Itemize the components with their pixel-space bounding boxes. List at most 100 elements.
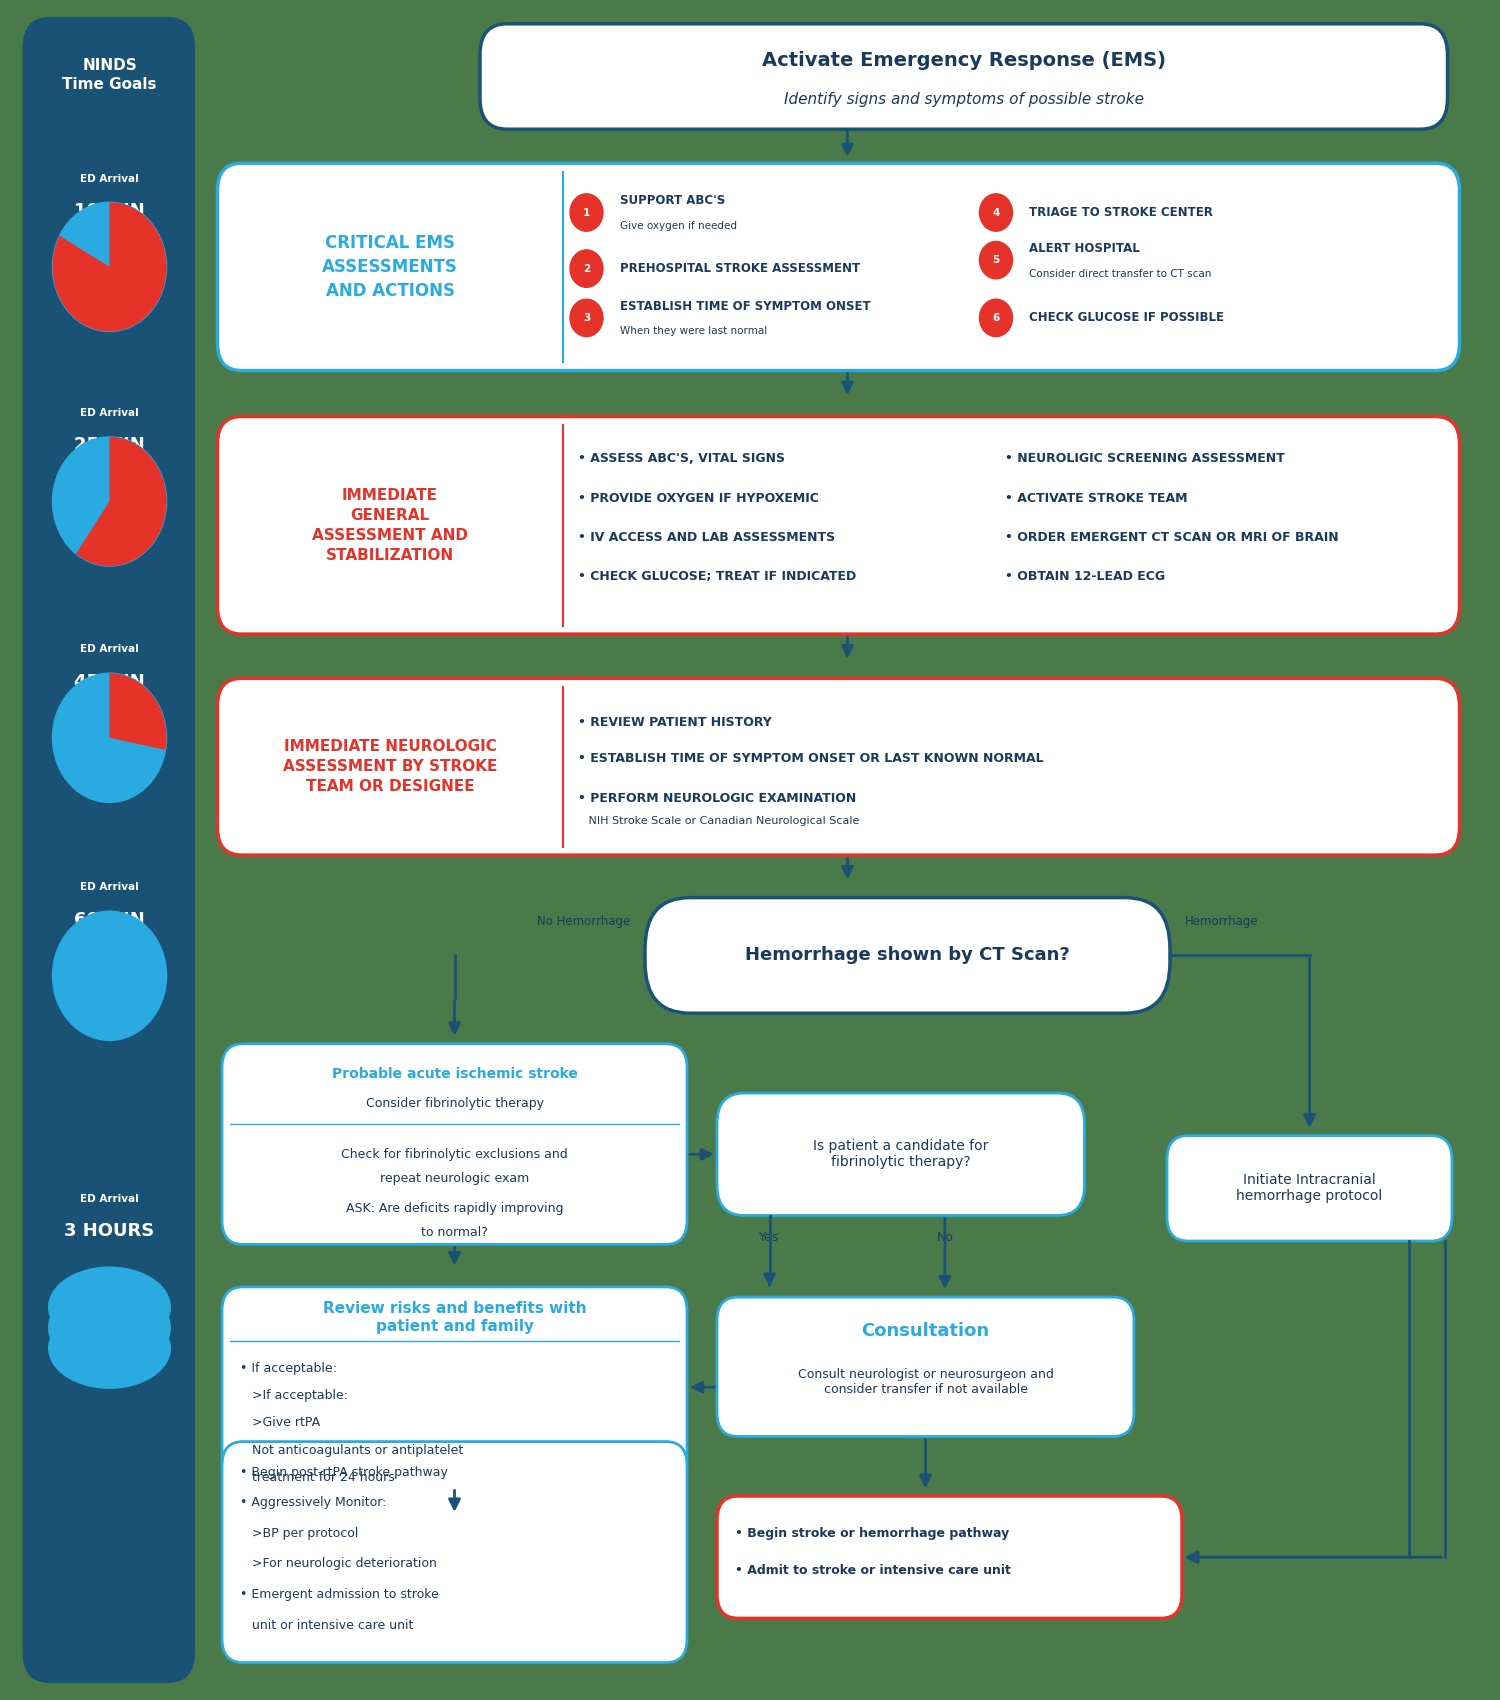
- Text: PREHOSPITAL STROKE ASSESSMENT: PREHOSPITAL STROKE ASSESSMENT: [620, 262, 860, 275]
- Text: Hemorrhage: Hemorrhage: [1185, 915, 1258, 928]
- Wedge shape: [53, 202, 166, 332]
- Text: • ORDER EMERGENT CT SCAN OR MRI OF BRAIN: • ORDER EMERGENT CT SCAN OR MRI OF BRAIN: [1005, 530, 1338, 544]
- Text: • NEUROLIGIC SCREENING ASSESSMENT: • NEUROLIGIC SCREENING ASSESSMENT: [1005, 452, 1284, 466]
- Text: Consult neurologist or neurosurgeon and
consider transfer if not available: Consult neurologist or neurosurgeon and …: [798, 1368, 1053, 1396]
- Text: Not anticoagulants or antiplatelet: Not anticoagulants or antiplatelet: [240, 1443, 464, 1457]
- Text: Consider direct transfer to CT scan: Consider direct transfer to CT scan: [1029, 269, 1212, 279]
- Text: unit or intensive care unit: unit or intensive care unit: [240, 1618, 414, 1632]
- Ellipse shape: [48, 1307, 171, 1389]
- FancyBboxPatch shape: [217, 416, 1460, 634]
- Ellipse shape: [48, 1287, 171, 1369]
- Text: • PROVIDE OXYGEN IF HYPOXEMIC: • PROVIDE OXYGEN IF HYPOXEMIC: [578, 491, 819, 505]
- Text: • If acceptable:: • If acceptable:: [240, 1362, 338, 1375]
- FancyBboxPatch shape: [217, 678, 1460, 855]
- Ellipse shape: [48, 1266, 171, 1348]
- FancyBboxPatch shape: [717, 1093, 1084, 1216]
- Text: >Give rtPA: >Give rtPA: [240, 1416, 320, 1430]
- Text: CRITICAL EMS
ASSESSMENTS
AND ACTIONS: CRITICAL EMS ASSESSMENTS AND ACTIONS: [322, 235, 458, 299]
- Text: 4: 4: [993, 207, 999, 218]
- Text: Yes: Yes: [759, 1231, 780, 1244]
- Text: Probable acute ischemic stroke: Probable acute ischemic stroke: [332, 1068, 578, 1081]
- Text: Identify signs and symptoms of possible stroke: Identify signs and symptoms of possible …: [784, 92, 1143, 107]
- FancyBboxPatch shape: [222, 1044, 687, 1244]
- Wedge shape: [110, 673, 166, 750]
- Text: NIH Stroke Scale or Canadian Neurological Scale: NIH Stroke Scale or Canadian Neurologica…: [578, 816, 860, 826]
- Text: 10 MIN: 10 MIN: [74, 202, 146, 219]
- Wedge shape: [76, 437, 166, 566]
- Text: 45 MIN: 45 MIN: [74, 673, 146, 690]
- Text: Consider fibrinolytic therapy: Consider fibrinolytic therapy: [366, 1096, 543, 1110]
- Text: ED Arrival: ED Arrival: [80, 1193, 140, 1204]
- Text: ED Arrival: ED Arrival: [80, 173, 140, 184]
- Text: IMMEDIATE NEUROLOGIC
ASSESSMENT BY STROKE
TEAM OR DESIGNEE: IMMEDIATE NEUROLOGIC ASSESSMENT BY STROK…: [284, 740, 496, 794]
- Text: treatment for 24 hours: treatment for 24 hours: [240, 1470, 394, 1484]
- FancyBboxPatch shape: [22, 17, 195, 1683]
- Text: Review risks and benefits with
patient and family: Review risks and benefits with patient a…: [322, 1300, 586, 1334]
- Text: NINDS
Time Goals: NINDS Time Goals: [62, 58, 156, 92]
- Circle shape: [53, 673, 166, 802]
- FancyBboxPatch shape: [645, 898, 1170, 1013]
- Text: 60 MIN: 60 MIN: [74, 911, 146, 928]
- Text: • OBTAIN 12-LEAD ECG: • OBTAIN 12-LEAD ECG: [1005, 570, 1166, 583]
- Text: No: No: [936, 1231, 954, 1244]
- Text: 5: 5: [993, 255, 999, 265]
- Circle shape: [980, 299, 1012, 337]
- Text: ED Arrival: ED Arrival: [80, 408, 140, 418]
- Text: • Begin post-rtPA stroke pathway: • Begin post-rtPA stroke pathway: [240, 1465, 448, 1479]
- Text: Give oxygen if needed: Give oxygen if needed: [620, 221, 736, 231]
- Text: • CHECK GLUCOSE; TREAT IF INDICATED: • CHECK GLUCOSE; TREAT IF INDICATED: [578, 570, 855, 583]
- Text: Initiate Intracranial
hemorrhage protocol: Initiate Intracranial hemorrhage protoco…: [1236, 1173, 1383, 1204]
- Circle shape: [53, 202, 166, 332]
- Circle shape: [53, 437, 166, 566]
- Text: 2: 2: [584, 264, 590, 274]
- Text: Hemorrhage shown by CT Scan?: Hemorrhage shown by CT Scan?: [746, 947, 1070, 964]
- Text: 3: 3: [584, 313, 590, 323]
- Text: • IV ACCESS AND LAB ASSESSMENTS: • IV ACCESS AND LAB ASSESSMENTS: [578, 530, 834, 544]
- FancyBboxPatch shape: [480, 24, 1448, 129]
- Text: >BP per protocol: >BP per protocol: [240, 1527, 358, 1540]
- Circle shape: [980, 241, 1012, 279]
- Text: • ACTIVATE STROKE TEAM: • ACTIVATE STROKE TEAM: [1005, 491, 1188, 505]
- Text: TRIAGE TO STROKE CENTER: TRIAGE TO STROKE CENTER: [1029, 206, 1214, 219]
- FancyBboxPatch shape: [217, 163, 1460, 371]
- Text: When they were last normal: When they were last normal: [620, 326, 766, 337]
- FancyBboxPatch shape: [222, 1442, 687, 1663]
- Text: 1: 1: [584, 207, 590, 218]
- Text: Is patient a candidate for
fibrinolytic therapy?: Is patient a candidate for fibrinolytic …: [813, 1139, 988, 1170]
- Text: ASK: Are deficits rapidly improving: ASK: Are deficits rapidly improving: [345, 1202, 564, 1215]
- Text: Activate Emergency Response (EMS): Activate Emergency Response (EMS): [762, 51, 1166, 70]
- Text: • Admit to stroke or intensive care unit: • Admit to stroke or intensive care unit: [735, 1564, 1011, 1578]
- FancyBboxPatch shape: [1167, 1136, 1452, 1241]
- Text: CHECK GLUCOSE IF POSSIBLE: CHECK GLUCOSE IF POSSIBLE: [1029, 311, 1224, 325]
- Text: repeat neurologic exam: repeat neurologic exam: [380, 1171, 530, 1185]
- Circle shape: [980, 194, 1012, 231]
- Text: 25 MIN: 25 MIN: [74, 437, 146, 454]
- FancyBboxPatch shape: [717, 1297, 1134, 1436]
- Text: • REVIEW PATIENT HISTORY: • REVIEW PATIENT HISTORY: [578, 716, 771, 729]
- FancyBboxPatch shape: [717, 1496, 1182, 1618]
- Text: ESTABLISH TIME OF SYMPTOM ONSET: ESTABLISH TIME OF SYMPTOM ONSET: [620, 299, 870, 313]
- Text: 3 HOURS: 3 HOURS: [64, 1222, 154, 1239]
- Circle shape: [570, 299, 603, 337]
- Text: to normal?: to normal?: [422, 1226, 488, 1239]
- Circle shape: [53, 911, 166, 1040]
- Text: • PERFORM NEUROLOGIC EXAMINATION: • PERFORM NEUROLOGIC EXAMINATION: [578, 792, 855, 806]
- Text: 6: 6: [993, 313, 999, 323]
- Text: ALERT HOSPITAL: ALERT HOSPITAL: [1029, 241, 1140, 255]
- Circle shape: [570, 194, 603, 231]
- Text: • ASSESS ABC'S, VITAL SIGNS: • ASSESS ABC'S, VITAL SIGNS: [578, 452, 784, 466]
- Text: >If acceptable:: >If acceptable:: [240, 1389, 348, 1402]
- Text: • Begin stroke or hemorrhage pathway: • Begin stroke or hemorrhage pathway: [735, 1527, 1010, 1540]
- Text: SUPPORT ABC'S: SUPPORT ABC'S: [620, 194, 724, 207]
- FancyBboxPatch shape: [222, 1287, 687, 1488]
- Text: Check for fibrinolytic exclusions and: Check for fibrinolytic exclusions and: [340, 1148, 568, 1161]
- Text: • Emergent admission to stroke: • Emergent admission to stroke: [240, 1588, 438, 1601]
- Text: • Aggressively Monitor:: • Aggressively Monitor:: [240, 1496, 387, 1510]
- Circle shape: [570, 250, 603, 287]
- Text: >For neurologic deterioration: >For neurologic deterioration: [240, 1557, 436, 1571]
- Text: ED Arrival: ED Arrival: [80, 882, 140, 893]
- Text: No Hemorrhage: No Hemorrhage: [537, 915, 630, 928]
- Text: Consultation: Consultation: [861, 1323, 990, 1340]
- Text: • ESTABLISH TIME OF SYMPTOM ONSET OR LAST KNOWN NORMAL: • ESTABLISH TIME OF SYMPTOM ONSET OR LAS…: [578, 751, 1042, 765]
- Text: ED Arrival: ED Arrival: [80, 644, 140, 654]
